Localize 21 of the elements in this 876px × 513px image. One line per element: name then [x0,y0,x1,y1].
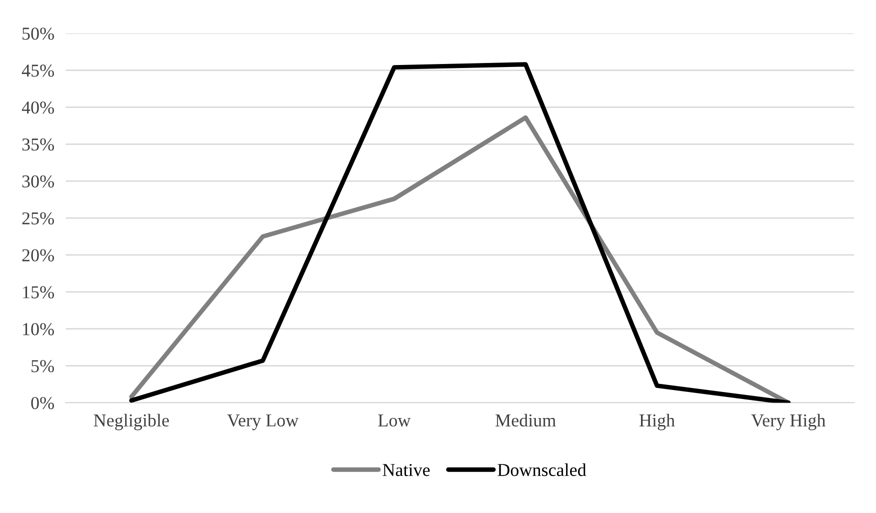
y-tick-label: 50% [22,28,54,40]
x-tick-label: Negligible [94,414,169,430]
x-tick-label: High [639,414,675,430]
legend-label: Native [382,464,430,476]
y-tick-label: 30% [22,175,54,188]
y-tick-label: 45% [22,64,54,77]
y-tick-label: 40% [22,101,54,114]
y-tick-label: 10% [23,323,54,336]
y-tick-label: 20% [22,249,54,262]
legend-label: Downscaled [498,463,586,476]
y-tick-label: 5% [32,360,54,372]
x-tick-label: Very High [751,414,826,430]
x-tick-label: Very Low [227,414,299,430]
x-tick-label: Medium [496,414,556,427]
line-series [129,62,791,403]
y-tick-label: 15% [23,286,54,298]
line-series [129,115,791,403]
x-tick-label: Low [378,414,411,427]
y-tick-label: 35% [22,138,54,151]
y-tick-label: 25% [22,212,54,225]
y-tick-label: 0% [31,396,54,410]
